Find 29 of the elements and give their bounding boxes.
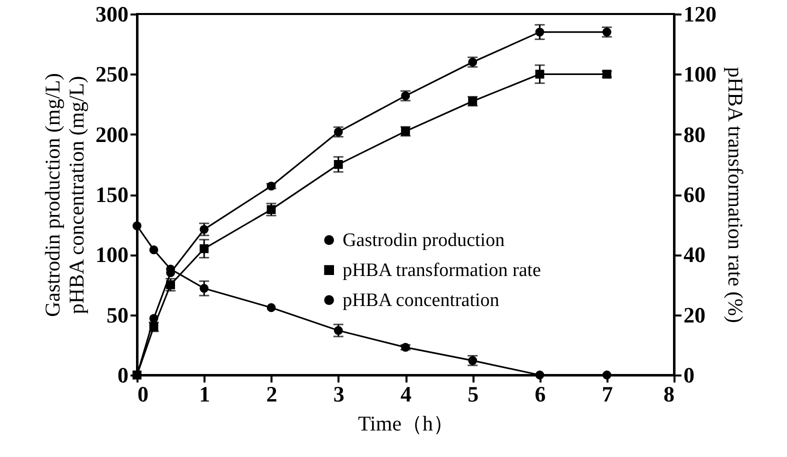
x-tick-label: 4 (400, 382, 412, 406)
x-tick-label: 8 (664, 382, 674, 406)
x-tick-label: 0 (138, 382, 148, 406)
y-tick-label: 150 (96, 182, 128, 207)
x-tick-label: 3 (333, 382, 344, 406)
y-tick-label: 50 (106, 302, 128, 328)
x-tick-label: 1 (199, 382, 210, 406)
legend-label: pHBA concentration (342, 290, 500, 312)
x-tick-label: 5 (468, 382, 479, 406)
y2-tick-label: 120 (684, 2, 716, 26)
x-tick-label: 2 (266, 382, 278, 406)
y2-axis-title: pHBA transformation rate (%) (724, 66, 748, 324)
x-tick-label: 7 (602, 382, 613, 406)
y2-tick-label: 0 (684, 362, 694, 388)
y2-tick-label: 40 (684, 242, 706, 268)
y2-tick-label: 20 (684, 302, 706, 328)
legend-label: pHBA transformation rate (342, 260, 541, 282)
x-axis-title: Time（h） (358, 412, 454, 436)
x-tick-label: 6 (534, 382, 546, 406)
y-axis-title: Gastrodin production (mg/L) pHBA concentration (mg/L) (40, 73, 88, 317)
y-tick-label: 250 (96, 62, 128, 87)
y2-tick-label: 80 (684, 122, 706, 147)
y2-tick-label: 100 (684, 62, 716, 87)
legend-label: Gastrodin production (342, 230, 506, 252)
y-tick-label: 300 (96, 2, 128, 26)
y-tick-label: 100 (96, 242, 128, 268)
y-tick-label: 0 (118, 362, 128, 388)
y2-tick-label: 60 (684, 182, 706, 207)
y-tick-label: 200 (96, 122, 128, 147)
